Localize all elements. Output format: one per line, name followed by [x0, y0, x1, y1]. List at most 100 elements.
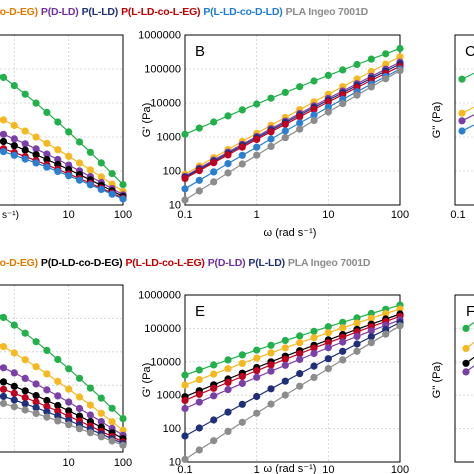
data-point: [367, 327, 375, 335]
data-point: [75, 393, 84, 401]
series-line: [184, 68, 401, 190]
legend-bottom-2: P(L-LD-co-L-EG): [125, 257, 205, 269]
data-point: [210, 118, 218, 126]
data-point: [21, 394, 29, 402]
data-point: [310, 77, 318, 85]
series-line: [0, 139, 124, 198]
legend-top-1: P(D-LD): [40, 6, 79, 18]
data-point: [253, 409, 261, 417]
data-point: [238, 359, 246, 367]
data-point: [296, 382, 304, 390]
series-line: [0, 314, 124, 420]
series-line: [465, 365, 474, 373]
data-point: [21, 329, 29, 337]
data-point: [310, 344, 318, 352]
data-point: [281, 120, 289, 128]
data-point: [10, 82, 18, 90]
y-tick-label-b: 1000000: [138, 30, 181, 42]
data-point: [210, 168, 218, 176]
series-line: [461, 106, 474, 114]
plot-frame: [0, 284, 124, 453]
y-axis-label-e: G' (Pa): [141, 363, 153, 398]
data-point: [0, 343, 8, 351]
data-point: [224, 151, 232, 159]
data-point: [324, 339, 332, 347]
data-point: [108, 190, 116, 198]
data-point: [310, 111, 318, 119]
data-point: [21, 374, 29, 382]
data-point: [75, 425, 84, 433]
data-point: [224, 408, 232, 416]
data-point: [296, 350, 304, 358]
data-point: [97, 409, 105, 417]
data-point: [0, 313, 8, 321]
legend-bottom-0: co-D-EG): [0, 257, 38, 269]
series-line: [184, 47, 401, 135]
data-point: [21, 387, 29, 395]
data-point: [281, 377, 289, 385]
data-point: [43, 386, 51, 394]
series-gray: [181, 67, 404, 204]
series-green: [0, 73, 127, 189]
data-point: [43, 396, 51, 405]
panel-letter-c: C: [465, 43, 474, 60]
data-point: [181, 396, 189, 404]
data-point: [10, 121, 18, 129]
data-point: [353, 340, 361, 348]
x-tick-label-a: 100: [114, 209, 132, 221]
data-point: [382, 310, 390, 318]
plot-frame: [454, 294, 474, 463]
panel-f: [454, 294, 474, 463]
data-point: [195, 366, 203, 374]
data-point: [339, 347, 347, 355]
data-point: [339, 100, 347, 108]
x-tick-label-b: 1: [254, 209, 260, 221]
x-tick-label-b: 10: [322, 209, 334, 221]
y-tick-label-b: 100000: [144, 64, 181, 76]
data-point: [281, 391, 289, 399]
x-tick-label-b: 100: [391, 209, 409, 221]
data-point: [0, 130, 8, 138]
data-point: [0, 399, 8, 408]
data-point: [224, 386, 232, 394]
data-point: [43, 408, 51, 416]
y-tick-label-b: 10: [169, 200, 181, 212]
data-point: [253, 392, 261, 401]
data-point: [181, 381, 189, 389]
y-tick-label-b: 1000: [157, 132, 181, 144]
data-point: [108, 437, 116, 445]
data-point: [54, 401, 62, 410]
panel-letter-f: F: [466, 303, 474, 320]
data-point: [86, 148, 94, 156]
data-point: [21, 356, 29, 364]
series-line: [184, 325, 401, 460]
series-green: [0, 313, 127, 423]
data-point: [32, 392, 40, 400]
data-point: [253, 100, 261, 108]
data-point: [195, 176, 203, 184]
data-point: [195, 446, 203, 454]
data-point: [181, 174, 189, 183]
x-axis-label-b: ω (rad s⁻¹): [264, 227, 317, 239]
legend-bottom-4: P(L-LD): [248, 257, 285, 269]
y-tick-label-e: 10: [169, 457, 181, 469]
data-point: [43, 108, 51, 116]
data-point: [296, 355, 304, 363]
data-point: [382, 50, 390, 58]
data-point: [210, 437, 218, 445]
data-point: [119, 195, 127, 203]
data-point: [181, 185, 189, 193]
data-point: [75, 176, 84, 184]
data-point: [32, 159, 40, 167]
series-line: [0, 117, 124, 192]
data-point: [210, 416, 218, 424]
data-point: [296, 125, 304, 133]
data-point: [324, 98, 332, 106]
plot-frame: [0, 34, 124, 206]
series-line: [461, 72, 474, 80]
x-tick-label-e: 1: [254, 464, 260, 474]
data-point: [267, 94, 275, 102]
data-point: [32, 151, 40, 159]
data-point: [324, 108, 332, 116]
data-point: [382, 75, 390, 83]
